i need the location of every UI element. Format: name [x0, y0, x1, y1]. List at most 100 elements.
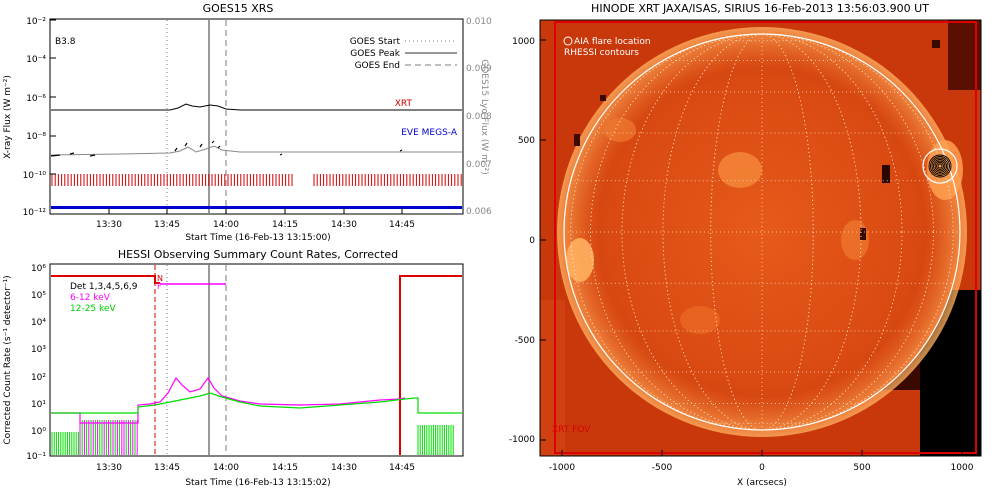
- rhessi-contour: [934, 160, 946, 172]
- xrt-dark-spot: [932, 40, 940, 48]
- xrt-y-tick: -1000: [509, 435, 535, 445]
- goes-x-tick: 13:45: [154, 220, 180, 230]
- hessi-x-tick: 14:30: [331, 463, 357, 473]
- goes-x-axis-label: Start Time (16-Feb-13 13:15:00): [185, 233, 330, 243]
- xrt-y-tick: 0: [529, 236, 535, 246]
- xrt-title: HINODE XRT JAXA/ISAS, SIRIUS 16-Feb-2013…: [591, 2, 929, 15]
- goes-xrt-coverage-a: [51, 174, 293, 186]
- hessi-attenuator-hatch-right: [417, 425, 454, 455]
- hessi-y-tick: 10⁴: [31, 318, 46, 328]
- goes-y-tick: 10⁻¹²: [23, 208, 47, 218]
- hessi-y-ticks: 10⁶ 10⁵ 10⁴ 10³ 10² 10¹ 10⁰ 10⁻¹: [26, 264, 46, 462]
- goes-x-tick-marks: [108, 208, 403, 214]
- goes-y-tick: 10⁻¹⁰: [23, 171, 47, 181]
- hessi-panel: HESSI Observing Summary Count Rates, Cor…: [3, 248, 464, 488]
- goes-xrt-label: XRT: [395, 99, 413, 109]
- goes-long-channel-curve: [51, 103, 462, 111]
- xrt-x-tick: -1000: [549, 463, 575, 473]
- goes-panel: GOES15 XRS B3.8 GOES Start GOES Peak GOE…: [3, 2, 492, 243]
- xrt-x-tick: 0: [759, 463, 765, 473]
- goes-y2-tick: 0.009: [466, 64, 492, 74]
- goes-x-tick: 13:30: [96, 220, 122, 230]
- xrt-y-tick: -500: [515, 336, 536, 346]
- goes-legend-peak: GOES Peak: [350, 49, 400, 59]
- xrt-legend-rhessi: RHESSI contours: [564, 48, 639, 58]
- hessi-night-flag: N: [157, 274, 163, 283]
- hessi-y-axis-label: Corrected Count Rate (s⁻¹ detector⁻¹): [3, 275, 13, 444]
- aia-flare-location-marker: [922, 148, 958, 184]
- sun-grid-longitude: [621, 33, 903, 431]
- goes-class-label: B3.8: [55, 37, 76, 47]
- goes-legend-end: GOES End: [355, 61, 400, 71]
- xrt-x-tick: -500: [652, 463, 673, 473]
- hessi-y-tick: 10⁶: [31, 264, 46, 274]
- goes-y2-tick: 0.006: [466, 207, 492, 217]
- goes-y-tick-marks: [50, 19, 56, 175]
- hessi-y-tick: 10⁵: [31, 291, 46, 301]
- hessi-x-axis-label: Start Time (16-Feb-13 13:15:02): [185, 478, 330, 488]
- hessi-y-tick: 10⁻¹: [26, 452, 46, 462]
- goes-title: GOES15 XRS: [203, 2, 274, 15]
- hessi-x-ticks: 13:30 13:45 14:00 14:15 14:30 14:45: [96, 463, 415, 473]
- goes-y2-tick: 0.007: [466, 160, 492, 170]
- hessi-legend-mid-energy: 12-25 keV: [70, 304, 116, 314]
- hessi-mid-energy-curve: [51, 392, 462, 414]
- hessi-y-tick: 10⁰: [31, 427, 46, 437]
- goes-short-channel-points: [50, 140, 403, 157]
- xrt-active-region: [718, 152, 762, 188]
- sun-grid-longitude: [710, 33, 814, 431]
- xrt-dark-spot: [882, 165, 890, 183]
- hessi-y-tick: 10³: [31, 345, 46, 355]
- xrt-dark-region: [540, 300, 565, 456]
- rhessi-contour: [930, 156, 950, 176]
- xrt-x-axis-label: X (arcsecs): [737, 478, 787, 488]
- xrt-dark-spot: [574, 134, 580, 146]
- xrt-limb-circle: [563, 33, 961, 431]
- rhessi-contour: [933, 159, 947, 173]
- xrt-dark-spot: [600, 95, 606, 101]
- aia-legend-swatch: [563, 36, 573, 46]
- hessi-low-energy-curve: [51, 376, 406, 424]
- xrt-x-tick: 500: [853, 463, 870, 473]
- goes-x-tick: 14:15: [272, 220, 298, 230]
- hessi-plot-frame: [49, 263, 464, 457]
- goes-y-axis-label: X-ray Flux (W m⁻²): [3, 75, 13, 159]
- hessi-x-tick: 14:15: [272, 463, 298, 473]
- sun-grid-longitude: [662, 33, 862, 431]
- hessi-night-flag-line: [51, 275, 462, 455]
- goes-plot-frame: [49, 18, 464, 215]
- goes-eve-coverage-bar: [51, 206, 462, 209]
- goes-x-tick: 14:45: [389, 220, 415, 230]
- hessi-legend-detectors: Det 1,3,4,5,6,9: [70, 282, 138, 292]
- goes-y-ticks: 10⁻² 10⁻⁴ 10⁻⁶ 10⁻⁸ 10⁻¹⁰ 10⁻¹²: [23, 17, 47, 218]
- hessi-x-tick: 14:00: [213, 463, 239, 473]
- xrt-fov-box: [554, 21, 977, 454]
- xrt-image-panel: HINODE XRT JAXA/ISAS, SIRIUS 16-Feb-2013…: [509, 2, 982, 488]
- rhessi-contours: [928, 154, 952, 178]
- xrt-y-ticks: 1000 500 0 -500 -1000: [509, 37, 535, 445]
- xrt-dark-spot: [860, 228, 866, 240]
- goes-y2-axis-label: GOES15 Lyα Flux (W m⁻²): [479, 59, 489, 175]
- hessi-title: HESSI Observing Summary Count Rates, Cor…: [118, 248, 398, 261]
- goes-lya-curve: [50, 145, 462, 156]
- goes-y2-tick: 0.008: [466, 112, 492, 122]
- hessi-legend-low-energy: 6-12 keV: [70, 293, 111, 303]
- xrt-legend-aia: AIA flare location: [574, 37, 651, 47]
- xrt-tick-marks: [540, 39, 963, 456]
- hessi-x-tick: 13:30: [96, 463, 122, 473]
- hessi-x-tick: 14:45: [389, 463, 415, 473]
- hessi-flare-flag: F: [157, 282, 162, 291]
- goes-x-tick: 14:30: [331, 220, 357, 230]
- goes-eve-label: EVE MEGS-A: [401, 128, 458, 138]
- xrt-x-ticks: -1000 -500 0 500 1000: [549, 463, 974, 473]
- rhessi-contour: [936, 162, 944, 170]
- rhessi-contour: [937, 163, 943, 169]
- rhessi-contour: [928, 154, 952, 178]
- xrt-plot-frame: [539, 19, 982, 457]
- hessi-x-tick: 13:45: [154, 463, 180, 473]
- sun-grid-longitude: [590, 33, 934, 431]
- xrt-fov-label: XRT FOV: [552, 425, 591, 435]
- goes-xrt-coverage-b: [313, 174, 462, 186]
- xrt-active-region: [680, 306, 720, 334]
- hessi-attenuator-hatch-left: [51, 420, 138, 455]
